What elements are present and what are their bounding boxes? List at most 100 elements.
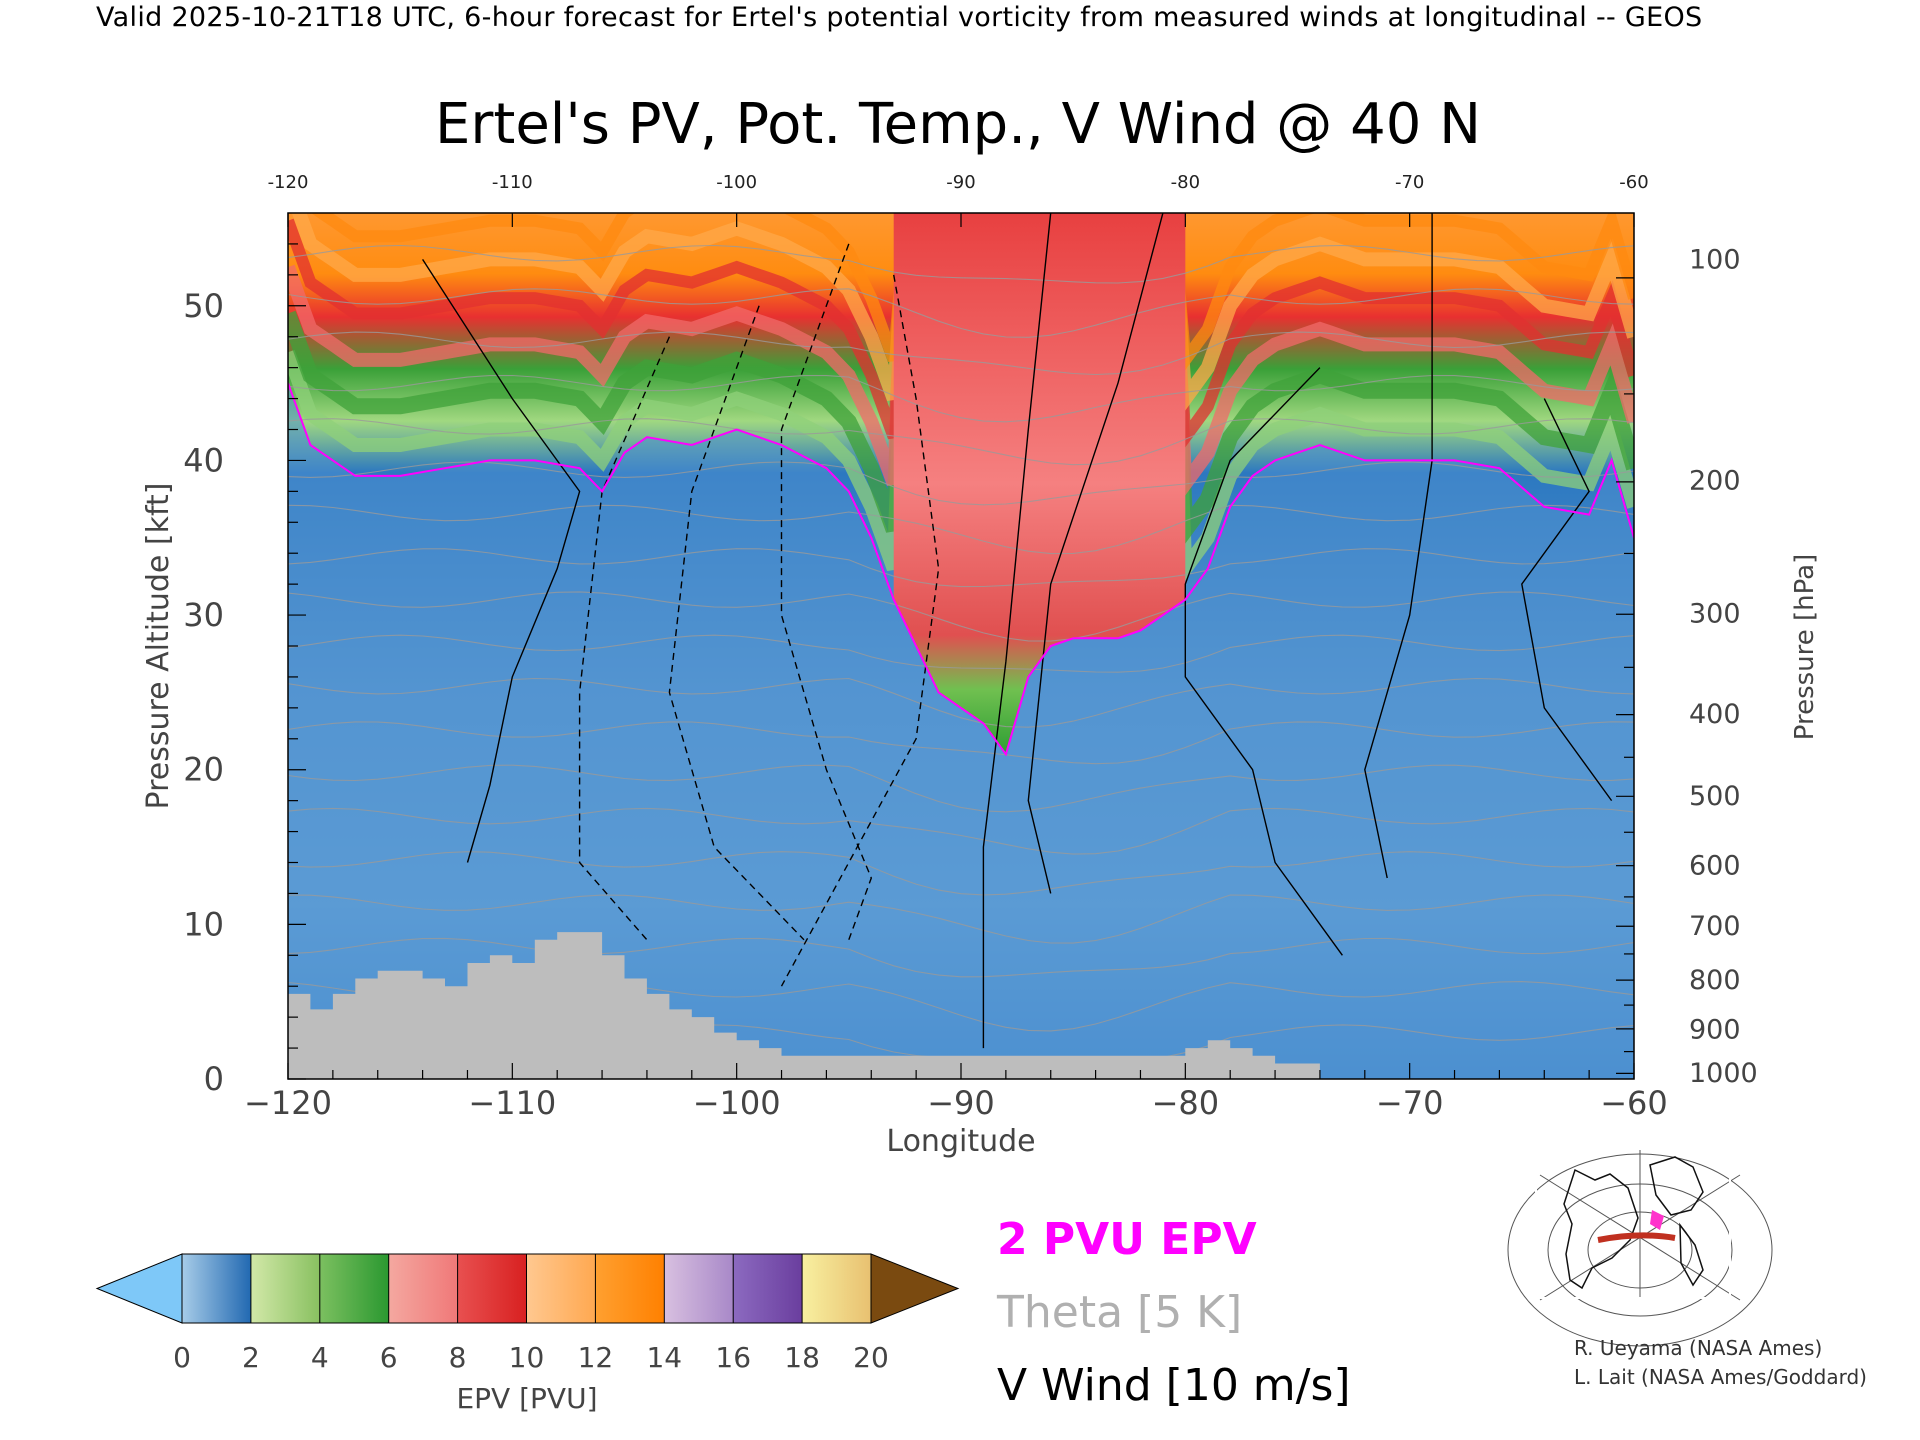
v-wind-contour xyxy=(1364,213,1433,879)
top-tick-label: -120 xyxy=(268,172,309,193)
right-tick-label: 200 xyxy=(1689,466,1741,497)
v-wind-contour xyxy=(1184,367,1343,956)
theta-contour xyxy=(288,764,1634,813)
chart-title: Ertel's PV, Pot. Temp., V Wind @ 40 N xyxy=(435,92,1481,157)
bottom-tick-label: −120 xyxy=(244,1084,332,1122)
top-tick-label: -100 xyxy=(716,172,757,193)
top-tick-label: -90 xyxy=(946,172,975,193)
v-wind-contour xyxy=(422,259,581,863)
right-tick-label: 500 xyxy=(1689,781,1741,812)
colorbar-tick-label: 12 xyxy=(578,1341,614,1374)
valid-time-header: Valid 2025-10-21T18 UTC, 6-hour forecast… xyxy=(96,2,1703,33)
bottom-tick-label: −100 xyxy=(693,1084,781,1122)
x-axis-label: Longitude xyxy=(886,1124,1035,1159)
y-axis-label-left: Pressure Altitude [kft] xyxy=(141,483,176,810)
left-tick-label: 40 xyxy=(183,441,224,479)
colorbar-segment xyxy=(388,1254,459,1323)
theta-contour xyxy=(288,244,1634,284)
right-axis: 100 200 300 400 500 600 700 800 900 1000 xyxy=(1616,244,1758,1089)
left-axis: 0 10 20 30 40 50 xyxy=(183,243,306,1098)
colorbar-segment xyxy=(182,1254,252,1323)
bottom-tick-label: −90 xyxy=(927,1084,995,1122)
y-axis-label-right: Pressure [hPa] xyxy=(1790,554,1820,741)
colorbar-tick-label: 18 xyxy=(784,1341,820,1374)
legend-2pvu: 2 PVU EPV xyxy=(997,1214,1257,1265)
colorbar-segment xyxy=(457,1254,527,1323)
theta-contour xyxy=(288,807,1634,855)
colorbar-tick-label: 8 xyxy=(449,1341,467,1374)
right-tick-label: 800 xyxy=(1689,965,1741,996)
right-tick-label: 100 xyxy=(1689,244,1741,275)
right-tick-label: 300 xyxy=(1689,599,1741,630)
tropopause-2pvu-line xyxy=(288,382,1634,757)
colorbar-segment xyxy=(526,1254,596,1323)
left-tick-label: 20 xyxy=(183,751,224,789)
colorbar-under-arrow xyxy=(95,1253,183,1324)
theta-contour xyxy=(288,851,1634,896)
left-tick-label: 30 xyxy=(183,596,224,634)
right-tick-label: 600 xyxy=(1689,851,1741,882)
v-wind-contour xyxy=(1521,398,1613,802)
troposphere-fill xyxy=(288,383,1634,1079)
credit-2: L. Lait (NASA Ames/Goddard) xyxy=(1574,1365,1867,1389)
legend-vwind: V Wind [10 m/s] xyxy=(997,1360,1351,1411)
colorbar-over-arrow xyxy=(870,1253,960,1324)
v-wind-contour xyxy=(780,243,873,941)
bottom-tick-label: −70 xyxy=(1376,1084,1444,1122)
bottom-tick-label: −110 xyxy=(468,1084,556,1122)
theta-contour xyxy=(288,461,1634,506)
colorbar-tick-label: 20 xyxy=(853,1341,889,1374)
right-tick-label: 900 xyxy=(1689,1015,1741,1046)
legend-theta: Theta [5 K] xyxy=(996,1287,1242,1338)
v-wind-contour xyxy=(1027,213,1164,894)
theta-contour xyxy=(288,548,1634,588)
right-tick-label: 700 xyxy=(1689,911,1741,942)
v-wind-contour xyxy=(982,213,1052,1049)
colorbar-segment xyxy=(733,1254,803,1323)
colorbar-segment xyxy=(250,1254,321,1323)
bottom-axis: −120 −110 −100 −90 −80 −70 −60 xyxy=(244,1063,1668,1122)
colorbar-tick-label: 14 xyxy=(646,1341,682,1374)
colorbar-tick-label: 10 xyxy=(509,1341,545,1374)
theta-contour xyxy=(288,894,1634,944)
theta-contour xyxy=(288,418,1634,466)
colorbar-tick-label: 6 xyxy=(380,1341,398,1374)
right-tick-label: 1000 xyxy=(1689,1058,1758,1089)
left-tick-label: 10 xyxy=(183,905,224,943)
v-wind-contour xyxy=(668,305,805,941)
top-tick-label: -70 xyxy=(1395,172,1424,193)
v-wind-contour xyxy=(578,336,671,941)
colorbar-segment xyxy=(802,1254,872,1323)
colorbar-tick-label: 2 xyxy=(242,1341,260,1374)
theta-contour xyxy=(288,504,1634,555)
bottom-tick-label: −80 xyxy=(1152,1084,1220,1122)
right-tick-label: 400 xyxy=(1689,699,1741,730)
theta-contour xyxy=(288,591,1634,642)
colorbar-segment xyxy=(319,1254,390,1323)
pv-trough-fill xyxy=(893,213,1186,755)
theta-contour xyxy=(288,721,1634,765)
theta-contour xyxy=(288,374,1634,423)
left-tick-label: 0 xyxy=(204,1060,224,1098)
epv-colorbar: 0 2 4 6 8 10 12 14 16 18 20 xyxy=(95,1253,960,1374)
top-tick-label: -110 xyxy=(492,172,533,193)
colorbar-tick-label: 16 xyxy=(715,1341,751,1374)
top-axis: -120 -110 -100 -90 -80 -70 -60 xyxy=(268,172,1649,227)
v-wind-contours xyxy=(422,213,1613,1049)
colorbar-tick-label: 4 xyxy=(311,1341,329,1374)
theta-contour xyxy=(288,288,1634,338)
top-tick-label: -80 xyxy=(1171,172,1200,193)
colorbar-segment xyxy=(664,1254,734,1323)
theta-contour xyxy=(288,634,1634,673)
colorbar-segment xyxy=(595,1254,665,1323)
bottom-tick-label: −60 xyxy=(1600,1084,1668,1122)
terrain-mask xyxy=(288,932,1343,1079)
theta-contour xyxy=(288,937,1634,978)
left-tick-label: 50 xyxy=(183,287,224,325)
colorbar-tick-label: 0 xyxy=(173,1341,191,1374)
top-tick-label: -60 xyxy=(1619,172,1648,193)
colorbar-label: EPV [PVU] xyxy=(456,1382,597,1415)
locator-map-inset xyxy=(1507,1147,1773,1347)
theta-contour xyxy=(288,331,1634,376)
